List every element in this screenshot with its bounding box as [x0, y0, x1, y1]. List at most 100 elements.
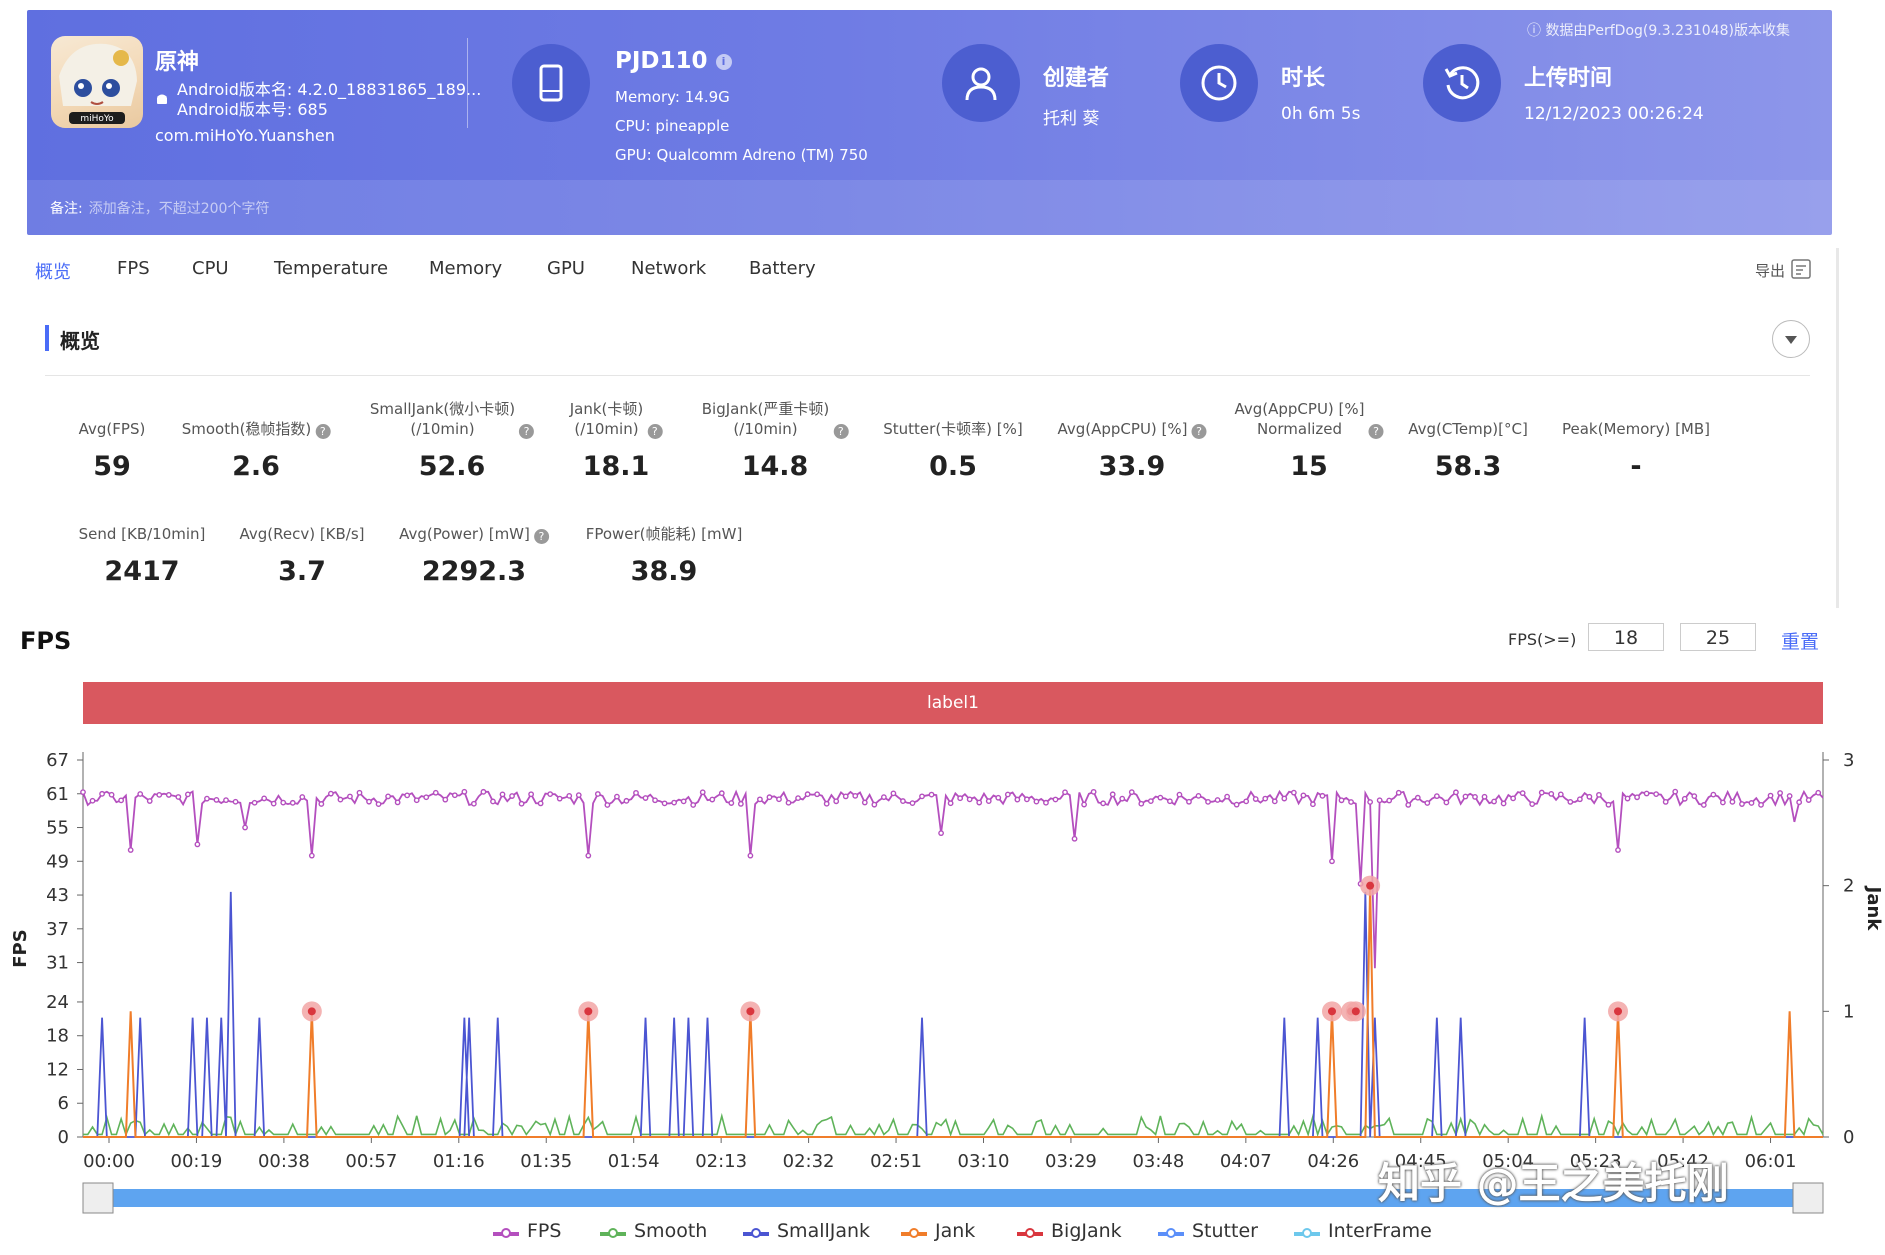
stat-0: Avg(FPS) 59	[79, 397, 146, 482]
export-icon[interactable]	[1790, 258, 1812, 280]
fps-point	[1472, 794, 1478, 800]
header-divider	[467, 38, 468, 128]
fps-point	[614, 793, 620, 800]
tab-memory[interactable]: Memory	[429, 258, 503, 279]
smalljank-series-line	[83, 891, 1823, 1138]
left-tick-label: 6	[58, 1093, 69, 1114]
legend-item-stutter[interactable]: Stutter	[1158, 1220, 1258, 1242]
fps-threshold-input-2[interactable]: 25	[1680, 623, 1756, 651]
fps-point	[1281, 795, 1288, 802]
bigjank-point	[584, 1007, 593, 1016]
help-icon[interactable]: ?	[315, 424, 331, 439]
fps-point	[270, 800, 277, 807]
label-band[interactable]: label1	[83, 682, 1823, 724]
duration-title: 时长	[1281, 66, 1326, 91]
tab-network[interactable]: Network	[631, 258, 707, 279]
fps-point	[1167, 798, 1173, 805]
left-tick-label: 55	[46, 818, 69, 839]
fps-point	[909, 800, 916, 807]
fps-point	[127, 847, 134, 853]
bigjank-point	[307, 1007, 316, 1016]
legend-item-smooth[interactable]: Smooth	[600, 1220, 707, 1242]
fps-point	[1367, 799, 1374, 805]
fps-point	[280, 799, 287, 806]
help-icon[interactable]: ?	[647, 424, 663, 439]
fps-point	[671, 799, 678, 806]
fps-point	[1700, 802, 1707, 808]
legend-item-interframe[interactable]: InterFrame	[1294, 1220, 1432, 1242]
watermark: 知乎 @王之美托刚	[1378, 1159, 1729, 1208]
fps-point	[1758, 801, 1764, 808]
stat-label: Jank(卡顿) (/10min)?	[570, 397, 663, 439]
stat-value: 2.6	[232, 451, 280, 482]
stat-2: SmallJank(微小卡顿) (/10min)? 52.6	[370, 397, 535, 482]
help-icon[interactable]: ?	[1368, 424, 1384, 439]
tab-battery[interactable]: Battery	[749, 258, 816, 279]
stat-label-text: FPower(帧能耗) [mW]	[585, 525, 743, 543]
export-button[interactable]: 导出	[1754, 262, 1785, 280]
fps-point	[1729, 798, 1736, 805]
fps-point	[1128, 789, 1135, 796]
fps-point	[718, 790, 725, 797]
fps-point	[1777, 790, 1783, 796]
fps-point	[1376, 797, 1383, 804]
fps-point	[289, 799, 296, 806]
fps-point	[1681, 795, 1688, 802]
slider-handle-right[interactable]	[1792, 1182, 1824, 1214]
fps-point	[1386, 797, 1393, 804]
legend-item-fps[interactable]: FPS	[493, 1220, 561, 1242]
fps-point	[880, 794, 887, 801]
fps-point	[366, 798, 372, 805]
stat-label-text: Avg(AppCPU) [%]	[1057, 420, 1188, 438]
fps-point	[471, 800, 477, 807]
fps-point	[204, 795, 210, 802]
stat-label-text: Avg(AppCPU) [%] Normalized	[1234, 400, 1365, 438]
legend-label: BigJank	[1051, 1220, 1122, 1242]
x-tick-label: 05:42	[1657, 1151, 1709, 1172]
fps-point	[1300, 792, 1307, 799]
tab-cpu[interactable]: CPU	[192, 258, 229, 279]
tab-temperature[interactable]: Temperature	[274, 258, 389, 279]
fps-point	[137, 791, 144, 797]
tab-overview[interactable]: 概览	[35, 262, 71, 283]
scrollbar[interactable]	[1836, 248, 1839, 608]
fps-threshold-input-1[interactable]: 18	[1588, 623, 1664, 651]
collapse-toggle-button[interactable]	[1772, 320, 1810, 358]
tab-gpu[interactable]: GPU	[547, 258, 585, 279]
stat-label: Avg(Recv) [KB/s]	[239, 502, 364, 544]
fps-point	[251, 799, 258, 806]
fps-point	[1271, 798, 1278, 805]
stat-label: Avg(Power) [mW]?	[399, 502, 549, 544]
overview-title: 概览	[60, 329, 100, 353]
fps-point	[709, 796, 716, 803]
legend-item-smalljank[interactable]: SmallJank	[743, 1220, 870, 1242]
help-icon[interactable]: ?	[533, 529, 549, 544]
help-icon[interactable]: ?	[833, 424, 849, 439]
fps-point	[1424, 800, 1431, 806]
fps-point	[394, 799, 401, 806]
bigjank-point	[1366, 881, 1375, 890]
legend-marker-icon	[608, 1228, 618, 1238]
fps-point	[89, 797, 96, 804]
fps-point	[1405, 802, 1412, 808]
fps-point	[1767, 792, 1774, 799]
legend-item-jank[interactable]: Jank	[901, 1220, 975, 1242]
fps-point	[442, 796, 449, 803]
slider-handle-left[interactable]	[82, 1182, 114, 1214]
tab-fps[interactable]: FPS	[117, 258, 150, 279]
fps-point	[232, 798, 239, 805]
help-icon[interactable]: ?	[1191, 424, 1207, 439]
device-info-icon[interactable]: i	[715, 53, 732, 70]
remark-input[interactable]: 添加备注，不超过200个字符	[88, 201, 270, 217]
stat-label: FPower(帧能耗) [mW]	[586, 502, 743, 544]
fps-point	[623, 797, 630, 804]
help-icon[interactable]: ?	[519, 424, 535, 439]
stat-value: 14.8	[741, 451, 809, 482]
creator-icon	[942, 44, 1020, 122]
reset-button[interactable]: 重置	[1781, 631, 1820, 653]
legend-item-bigjank[interactable]: BigJank	[1017, 1220, 1122, 1242]
fps-point	[80, 789, 86, 796]
fps-point	[1262, 795, 1269, 802]
fps-point	[1157, 794, 1164, 801]
